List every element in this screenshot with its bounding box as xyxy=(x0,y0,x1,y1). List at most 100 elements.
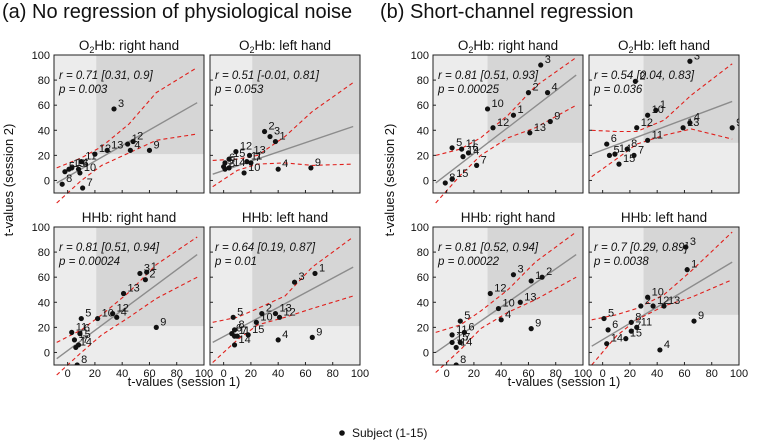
plot-a-hhb-right-hand-point-5 xyxy=(78,315,84,322)
plot-b-hhb-right-hand-ytick-label-0: 0 xyxy=(423,347,429,359)
plot-b-hhb-right-hand-point-label-14: 14 xyxy=(460,336,472,348)
plot-a-o2hb-right-hand-ytick-label-60: 60 xyxy=(38,100,50,112)
plot-a-hhb-right-hand-ytick-label-100: 100 xyxy=(32,222,50,234)
plot-a-hhb-left-hand-xtick-label-100: 100 xyxy=(351,368,369,380)
plot-b-hhb-left-hand-point-label-6: 6 xyxy=(612,319,618,331)
plot-a-hhb-left-hand-point-label-6: 6 xyxy=(236,323,242,335)
plot-b-hhb-right-hand-ytick-label-40: 40 xyxy=(417,297,429,309)
plot-b-hhb-right-hand-ytick-label-80: 80 xyxy=(417,247,429,259)
plot-b-o2hb-right-hand-point-11 xyxy=(459,146,465,152)
plot-a-o2hb-left-hand-ci-lower xyxy=(212,162,354,188)
plot-b-hhb-right-hand-point-2 xyxy=(539,274,545,280)
plot-a-hhb-right-hand-ci-lower xyxy=(56,276,198,376)
plot-b-hhb-left-hand-xtick-label-0: 0 xyxy=(600,368,606,380)
plot-b-o2hb-left-hand-point-10 xyxy=(645,112,651,118)
plot-a-hhb-left-hand-point-2 xyxy=(259,310,265,317)
plot-a-o2hb-right-hand-point-8 xyxy=(59,181,65,187)
plot-b-hhb-right-hand-point-label-3: 3 xyxy=(517,264,523,276)
plot-a-o2hb-right-hand-point-label-7: 7 xyxy=(87,177,93,189)
plot-b-o2hb-right-hand-ytick-label-0: 0 xyxy=(423,175,429,187)
plot-b-hhb-right-hand-point-7 xyxy=(457,339,463,346)
plot-b-hhb-left-hand-point-5 xyxy=(601,315,607,322)
plot-a-o2hb-left-hand-point-label-4: 4 xyxy=(282,158,288,170)
plot-a-o2hb-left-hand-point-6 xyxy=(222,160,228,166)
plot-a-hhb-left-hand-point-9 xyxy=(309,334,315,340)
plot-a-hhb-right-hand-point-label-7: 7 xyxy=(83,334,89,346)
plot-b-o2hb-left-hand-p-value: p = 0.036 xyxy=(593,84,643,96)
plot-a-hhb-right-hand-point-2 xyxy=(142,277,148,283)
plot-b-o2hb-left-hand-frame xyxy=(588,54,740,194)
plot-a-hhb-right-hand-point-12 xyxy=(110,310,116,317)
plot-b-hhb-left-hand-xtick-label-40: 40 xyxy=(651,368,663,380)
plot-a-hhb-right-hand-point-14 xyxy=(73,344,79,351)
plot-b-o2hb-left-hand-point-5 xyxy=(606,152,613,158)
plot-b-o2hb-right-hand-point-label-9: 9 xyxy=(554,110,560,122)
plot-b-o2hb-left-hand-point-8 xyxy=(624,146,630,152)
plot-b-hhb-right-hand-xtick-label-0: 0 xyxy=(444,368,450,380)
plot-b-hhb-left-hand-point-label-5: 5 xyxy=(608,308,614,320)
plot-a-hhb-right-hand-xtick-label-80: 80 xyxy=(171,368,183,380)
plot-b-hhb-left-hand-p-value: p = 0.0038 xyxy=(593,256,649,268)
plot-b-hhb-right-hand-r-value: r = 0.81 [0.52, 0.94] xyxy=(438,242,539,254)
plot-b-hhb-right-hand-point-label-4: 4 xyxy=(505,309,511,321)
plot-b-hhb-left-hand-point-9 xyxy=(691,318,697,324)
plot-a-o2hb-right-hand-point-10 xyxy=(77,170,83,176)
plot-a-hhb-right-hand-point-label-11: 11 xyxy=(76,321,87,333)
plot-a-hhb-left-hand-point-10 xyxy=(253,319,259,325)
plot-b-o2hb-right-hand-point-7 xyxy=(474,162,480,168)
plot-b-hhb-left-hand-point-label-11: 11 xyxy=(641,316,652,328)
plot-b-hhb-right-hand-point-label-9: 9 xyxy=(535,318,541,330)
plot-a-o2hb-right-hand-ytick-label-0: 0 xyxy=(44,175,50,187)
plot-b-hhb-left-hand-point-10 xyxy=(645,294,651,300)
plot-b-o2hb-left-hand-point-label-8: 8 xyxy=(631,138,637,150)
scatter-plots: 1234567891011121314150204060801000204060… xyxy=(32,38,749,380)
plot-a-o2hb-right-hand-ci-upper xyxy=(56,67,198,169)
plot-a-hhb-right-hand-title: HHb: right hand xyxy=(82,210,177,225)
plot-b-hhb-left-hand-point-label-1: 1 xyxy=(691,259,697,271)
plot-a-o2hb-right-hand-point-label-2: 2 xyxy=(137,131,143,143)
plot-b-o2hb-left-hand-point-1 xyxy=(653,107,659,113)
plot-a-hhb-left-hand-point-label-4: 4 xyxy=(282,329,288,341)
plot-b-hhb-left-hand-point-label-12: 12 xyxy=(657,295,669,307)
plot-b-hhb-left-hand-xtick-label-60: 60 xyxy=(678,368,690,380)
plot-b-o2hb-left-hand-point-14 xyxy=(612,151,618,157)
plot-a-o2hb-right-hand-point-15 xyxy=(66,166,72,172)
plot-b-hhb-left-hand-xtick-label-20: 20 xyxy=(624,368,636,380)
plot-a-o2hb-left-hand-point-label-7: 7 xyxy=(255,152,261,164)
plot-a-hhb-right-hand-point-label-8: 8 xyxy=(81,354,87,366)
plot-b-hhb-left-hand-point-7 xyxy=(628,328,634,334)
plot-b-o2hb-right-hand-point-1 xyxy=(510,112,517,118)
plot-b-hhb-left-hand-point-label-4: 4 xyxy=(664,339,670,351)
plot-a-hhb-left-hand-point-1 xyxy=(312,270,318,277)
plot-b-o2hb-right-hand-point-label-10: 10 xyxy=(492,98,504,110)
plot-a-hhb-left-hand-point-label-2: 2 xyxy=(266,303,272,315)
plot-a-o2hb-right-hand-point-label-3: 3 xyxy=(118,98,124,110)
plot-b-hhb-left-hand-title: HHb: left hand xyxy=(621,210,707,225)
plot-a-hhb-left-hand-point-13 xyxy=(272,310,279,317)
plot-a-o2hb-left-hand-point-13 xyxy=(246,152,253,158)
plot-a-hhb-left-hand-ci-lower xyxy=(212,295,354,363)
plot-b-o2hb-left-hand-point-label-1: 1 xyxy=(660,99,666,111)
plot-a-o2hb-right-hand-point-label-6: 6 xyxy=(83,158,89,170)
plot-b-o2hb-right-hand-point-12 xyxy=(490,125,496,131)
plot-a-hhb-left-hand: 1234567891011121314150204060801000204060… xyxy=(209,210,369,380)
plot-b-hhb-right-hand-point-1 xyxy=(528,278,534,284)
plot-a-hhb-right-hand-point-6 xyxy=(77,331,83,337)
plot-b-o2hb-right-hand-point-label-12: 12 xyxy=(497,117,509,129)
plot-b-hhb-right-hand-frame xyxy=(432,226,584,366)
plot-a-hhb-right-hand-point-label-14: 14 xyxy=(80,336,92,348)
y-axis-label-a: t-values (session 2) xyxy=(1,124,16,237)
plot-a-o2hb-right-hand-r-value: r = 0.71 [0.31, 0.9] xyxy=(59,70,153,82)
plot-b-hhb-right-hand-point-5 xyxy=(457,318,463,324)
plot-a-hhb-left-hand-point-14 xyxy=(231,342,238,348)
plot-a-o2hb-right-hand-point-label-15: 15 xyxy=(73,158,85,170)
plot-a-hhb-left-hand-significant-region xyxy=(252,227,360,327)
panel-a-title: (a) No regression of physiological noise xyxy=(2,1,352,23)
plot-b-hhb-right-hand-point-14 xyxy=(453,344,459,351)
plot-a-hhb-left-hand-xtick-label-20: 20 xyxy=(245,368,257,380)
plot-a-hhb-right-hand-point-label-13: 13 xyxy=(128,282,140,294)
plot-a-hhb-left-hand-xtick-label-40: 40 xyxy=(272,368,284,380)
